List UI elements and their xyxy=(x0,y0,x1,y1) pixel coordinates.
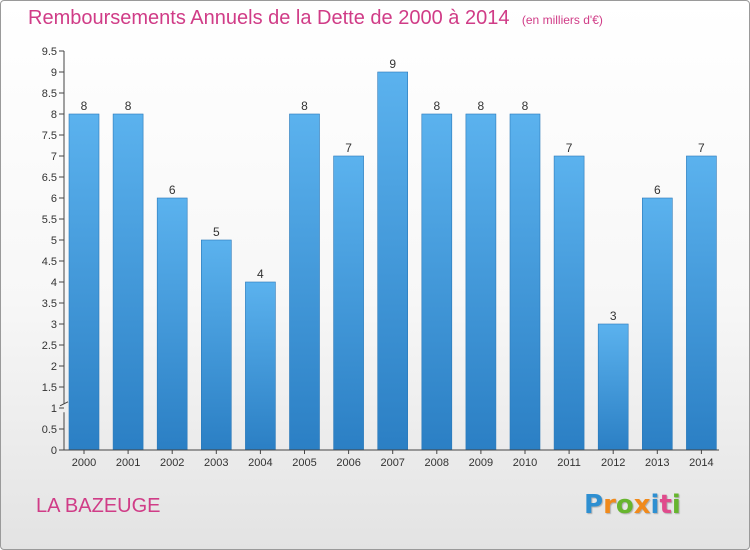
brand-letter: t xyxy=(659,490,672,520)
axis-layer: 2000 2001 2002 2003 2004 2005 2006 2007 2008 2009… xyxy=(42,46,719,469)
x-tick-label-2005: 2005 xyxy=(292,457,316,469)
bar-2005 xyxy=(289,113,320,451)
y-tick-label-1: 1 xyxy=(51,403,57,415)
data-label-2008: 8 xyxy=(433,99,440,113)
bar-2010 xyxy=(509,113,541,451)
x-tick-label-2012: 2012 xyxy=(601,457,625,469)
y-tick-label-9.5: 9.5 xyxy=(42,46,57,58)
x-tick-label-2004: 2004 xyxy=(248,457,272,469)
bar-2012 xyxy=(597,323,629,451)
data-label-2001: 8 xyxy=(125,99,132,113)
bar-2013 xyxy=(641,197,673,451)
bar-2002 xyxy=(156,197,188,451)
bar-2009 xyxy=(465,113,497,451)
x-tick-label-2000: 2000 xyxy=(72,457,96,469)
title-row: Remboursements Annuels de la Dette de 20… xyxy=(28,7,603,30)
x-tick-label-2010: 2010 xyxy=(513,457,537,469)
data-label-2003: 5 xyxy=(213,225,220,239)
x-tick-label-2008: 2008 xyxy=(425,457,449,469)
brand-letter: o xyxy=(615,490,634,520)
y-tick-label-5: 5 xyxy=(51,235,57,247)
brand-letter: i xyxy=(650,490,660,520)
commune-name: LA BAZEUGE xyxy=(36,495,161,517)
y-tick-label-3.5: 3.5 xyxy=(42,298,57,310)
chart-unit: (en milliers d'€) xyxy=(521,13,603,27)
x-tick-label-2007: 2007 xyxy=(380,457,404,469)
data-label-2005: 8 xyxy=(301,99,308,113)
bar-2004 xyxy=(245,281,276,451)
x-tick-label-2013: 2013 xyxy=(645,457,669,469)
x-tick-label-2001: 2001 xyxy=(116,457,140,469)
y-tick-label-5.5: 5.5 xyxy=(42,214,57,226)
data-label-2009: 8 xyxy=(478,99,485,113)
brand-letter: x xyxy=(633,490,651,520)
x-tick-label-2002: 2002 xyxy=(160,457,184,469)
y-tick-label-4: 4 xyxy=(51,277,57,289)
bar-2003 xyxy=(201,239,232,451)
y-tick-label-6.5: 6.5 xyxy=(42,172,57,184)
data-label-2014: 7 xyxy=(698,141,705,155)
brand-logo[interactable]: Proxiti xyxy=(584,490,681,520)
y-tick-label-2: 2 xyxy=(51,361,57,373)
bar-2007 xyxy=(377,71,409,451)
data-label-2012: 3 xyxy=(610,309,617,323)
y-tick-label-4.5: 4.5 xyxy=(42,256,57,268)
x-tick-label-2006: 2006 xyxy=(336,457,360,469)
x-tick-label-2011: 2011 xyxy=(557,457,581,469)
brand-letter: P xyxy=(584,490,604,520)
bars-layer: 8 8 6 5 4 8 7 9 8 8 8 7 3 6 7 xyxy=(68,57,717,451)
y-tick-label-2.5: 2.5 xyxy=(42,340,57,352)
y-tick-label-8: 8 xyxy=(51,109,57,121)
chart-title: Remboursements Annuels de la Dette de 20… xyxy=(28,7,510,29)
data-label-2011: 7 xyxy=(566,141,573,155)
y-tick-label-7.5: 7.5 xyxy=(42,130,57,142)
x-tick-label-2014: 2014 xyxy=(689,457,713,469)
x-tick-label-2003: 2003 xyxy=(204,457,228,469)
bar-2014 xyxy=(686,155,717,451)
x-tick-label-2009: 2009 xyxy=(469,457,493,469)
brand-letter: r xyxy=(603,490,616,520)
y-tick-label-0: 0 xyxy=(51,445,57,457)
data-label-2004: 4 xyxy=(257,267,264,281)
y-tick-label-1.5: 1.5 xyxy=(42,382,57,394)
bar-2000 xyxy=(68,113,100,451)
data-label-2007: 9 xyxy=(389,57,396,71)
y-tick-label-7: 7 xyxy=(51,151,57,163)
data-label-2010: 8 xyxy=(522,99,529,113)
data-label-2000: 8 xyxy=(81,99,88,113)
y-tick-label-8.5: 8.5 xyxy=(42,88,57,100)
bar-2001 xyxy=(112,113,144,451)
bar-2006 xyxy=(333,155,364,451)
brand-letter: i xyxy=(671,490,681,520)
data-label-2002: 6 xyxy=(169,183,176,197)
y-tick-label-6: 6 xyxy=(51,193,57,205)
y-tick-label-0.5: 0.5 xyxy=(42,424,57,436)
y-tick-label-9: 9 xyxy=(51,67,57,79)
bar-2008 xyxy=(421,113,453,451)
data-label-2006: 7 xyxy=(345,141,352,155)
data-label-2013: 6 xyxy=(654,183,661,197)
bar-2011 xyxy=(553,155,585,451)
y-axis-break-mark xyxy=(59,401,69,407)
y-tick-label-3: 3 xyxy=(51,319,57,331)
